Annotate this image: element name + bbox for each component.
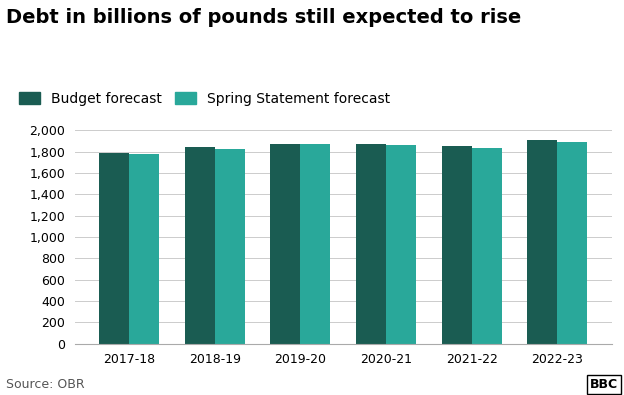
Text: BBC: BBC	[590, 378, 618, 391]
Bar	[185, 147, 215, 344]
Bar	[215, 149, 245, 344]
Bar	[527, 140, 557, 344]
Bar	[386, 145, 416, 344]
Bar	[300, 144, 330, 344]
Text: Source: OBR: Source: OBR	[6, 378, 85, 391]
Bar	[99, 153, 129, 344]
Bar	[472, 148, 502, 344]
Bar	[129, 154, 159, 344]
Bar	[356, 144, 386, 344]
Text: Debt in billions of pounds still expected to rise: Debt in billions of pounds still expecte…	[6, 8, 522, 27]
Legend: Budget forecast, Spring Statement forecast: Budget forecast, Spring Statement foreca…	[13, 86, 396, 111]
Bar	[557, 142, 587, 344]
Bar	[442, 147, 472, 344]
Bar	[270, 144, 300, 344]
